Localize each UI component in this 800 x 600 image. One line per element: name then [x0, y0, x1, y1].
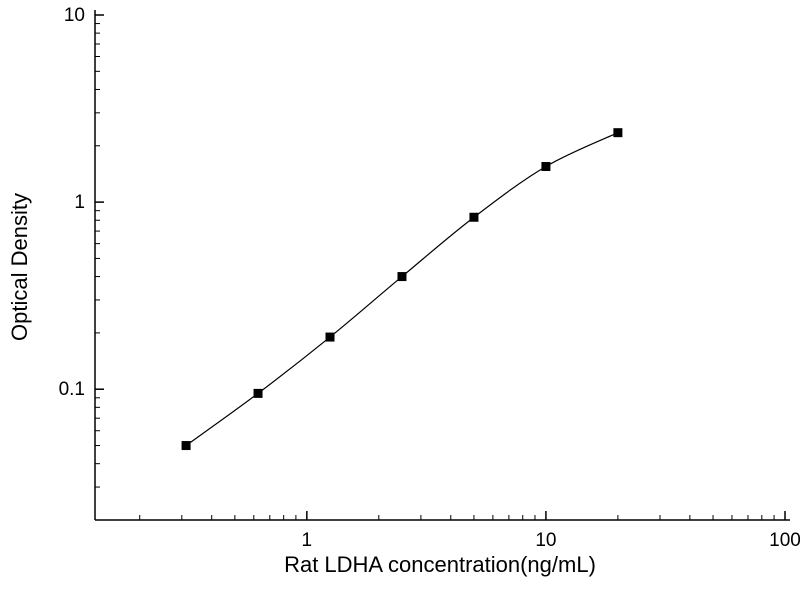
data-point-marker: [325, 332, 335, 342]
data-point-marker: [253, 388, 263, 398]
data-point-marker: [181, 441, 191, 451]
y-axis-title: Optical Density: [7, 193, 32, 341]
y-tick-label: 10: [64, 5, 85, 26]
data-point-marker: [613, 128, 623, 138]
y-tick-label: 1: [74, 192, 85, 213]
data-point-marker: [397, 272, 407, 282]
data-point-marker: [541, 161, 551, 171]
standard-curve-line: [185, 132, 619, 447]
x-tick-label: 100: [769, 530, 800, 551]
x-axis-title: Rat LDHA concentration(ng/mL): [284, 552, 596, 577]
y-tick-label: 0.1: [59, 379, 85, 400]
x-tick-label: 1: [302, 530, 313, 551]
data-point-marker: [469, 212, 479, 222]
x-tick-label: 10: [535, 530, 556, 551]
